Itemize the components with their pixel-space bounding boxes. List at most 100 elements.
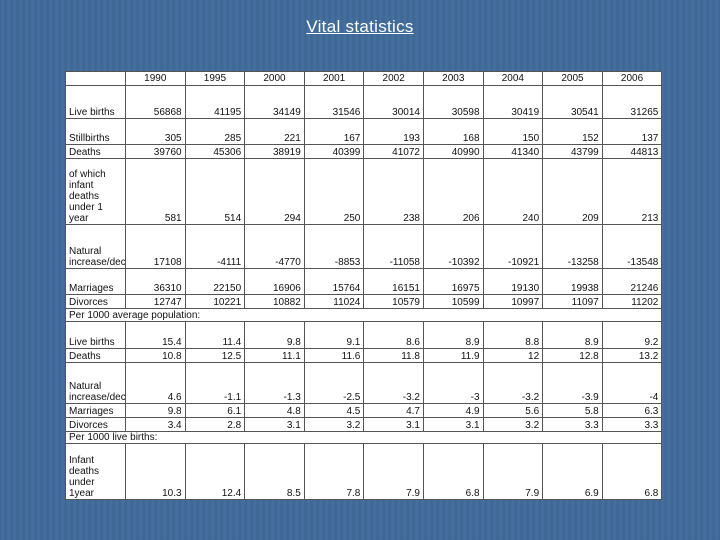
row-label: Deaths xyxy=(65,144,126,159)
table-cell: 41072 xyxy=(363,144,424,159)
table-cell: 11.8 xyxy=(363,348,424,363)
table-cell: 514 xyxy=(184,158,246,225)
row-label: Deaths xyxy=(65,348,126,363)
table-cell: 9.2 xyxy=(601,321,663,349)
section-header: Per 1000 average population: xyxy=(64,308,663,322)
slide-title: Vital statistics xyxy=(306,17,414,36)
section-header-row: Per 1000 average population: xyxy=(64,308,663,322)
table-cell: 11.6 xyxy=(303,348,365,363)
table-cell: 39760 xyxy=(125,144,186,159)
table-cell: -13548 xyxy=(601,224,663,269)
year-header: 2003 xyxy=(422,71,484,86)
table-cell: 22150 xyxy=(184,268,246,295)
vital-statistics-table: 1990 1995 2000 2001 2002 2003 2004 2005 … xyxy=(64,71,663,500)
table-cell: 13.2 xyxy=(601,348,663,363)
table-cell: 3.1 xyxy=(422,417,484,432)
row-label: Live births xyxy=(65,321,126,349)
table-cell: 250 xyxy=(303,158,365,225)
table-cell: 6.3 xyxy=(601,403,663,418)
section-header: Per 1000 live births: xyxy=(64,431,663,444)
table-cell: 41340 xyxy=(482,144,544,159)
table-cell: -2.5 xyxy=(303,362,365,404)
year-header: 2000 xyxy=(244,71,305,86)
table-cell: 137 xyxy=(601,118,663,145)
table-cell: 15764 xyxy=(303,268,365,295)
table-cell: 7.9 xyxy=(482,443,544,500)
section-header-row: Per 1000 live births: xyxy=(64,431,663,444)
table-cell: 34149 xyxy=(244,85,305,119)
table-cell: 10.3 xyxy=(125,443,186,500)
table-cell: 10997 xyxy=(482,294,544,309)
table-cell: 3.1 xyxy=(363,417,424,432)
year-header: 2002 xyxy=(363,71,424,86)
row-label: Natural increase/decrease¹ xyxy=(65,362,126,404)
table-cell: 8.5 xyxy=(244,443,305,500)
table-cell: 41195 xyxy=(184,85,246,119)
table-cell: 240 xyxy=(482,158,544,225)
table-cell: 30598 xyxy=(422,85,484,119)
table-row-rate-infant-deaths: Infant deaths under 1year 10.3 12.4 8.5 7.8 7… xyxy=(65,443,663,500)
table-cell: -10392 xyxy=(422,224,484,269)
table-cell: 31265 xyxy=(601,85,663,119)
year-header: 2004 xyxy=(482,71,544,86)
table-cell: -1.1 xyxy=(184,362,246,404)
table-cell: 12.5 xyxy=(184,348,246,363)
table-cell: 3.2 xyxy=(482,417,544,432)
table-cell: 12 xyxy=(482,348,544,363)
row-label: Marriages xyxy=(65,403,126,418)
table-cell: 238 xyxy=(363,158,424,225)
table-cell: 11.1 xyxy=(244,348,305,363)
table-cell: 44813 xyxy=(601,144,663,159)
row-label: Divorces xyxy=(65,417,126,432)
table-cell: 581 xyxy=(125,158,186,225)
table-cell: 4.6 xyxy=(125,362,186,404)
table-cell: 294 xyxy=(244,158,305,225)
table-cell: -10921 xyxy=(482,224,544,269)
table-cell: -3.2 xyxy=(363,362,424,404)
row-label: Stillbirths xyxy=(65,118,126,145)
table-cell: 10.8 xyxy=(125,348,186,363)
table-cell: 8.9 xyxy=(422,321,484,349)
table-cell: 38919 xyxy=(244,144,305,159)
table-cell: -4111 xyxy=(184,224,246,269)
table-cell: 3.2 xyxy=(303,417,365,432)
table-cell: -3.2 xyxy=(482,362,544,404)
table-cell: 40399 xyxy=(303,144,365,159)
table-cell: 150 xyxy=(482,118,544,145)
table-cell: 6.8 xyxy=(422,443,484,500)
table-cell: 19130 xyxy=(482,268,544,295)
table-cell: 10599 xyxy=(422,294,484,309)
table-cell: 11202 xyxy=(601,294,663,309)
table-cell: 3.1 xyxy=(244,417,305,432)
table-cell: 30541 xyxy=(542,85,603,119)
table-cell: 10882 xyxy=(244,294,305,309)
table-cell: 40990 xyxy=(422,144,484,159)
table-cell: 30014 xyxy=(363,85,424,119)
year-header-row: 1990 1995 2000 2001 2002 2003 2004 2005 … xyxy=(65,71,663,86)
year-header: 1990 xyxy=(125,71,186,86)
year-header: 2006 xyxy=(601,71,663,86)
row-label: of which infant deaths under 1 year xyxy=(65,158,126,225)
table-row-infant-deaths: of which infant deaths under 1 year 581 51… xyxy=(65,158,663,225)
table-cell: 4.5 xyxy=(303,403,365,418)
table-cell: 12747 xyxy=(125,294,186,309)
table-cell: -11058 xyxy=(363,224,424,269)
table-cell: 11.9 xyxy=(422,348,484,363)
table-cell: 11097 xyxy=(542,294,603,309)
table-cell: 10221 xyxy=(184,294,246,309)
table-row-natural-increase: Natural increase/decrease¹17108-4111-477… xyxy=(65,224,663,269)
table-cell: 45306 xyxy=(184,144,246,159)
row-label: Live births xyxy=(65,85,126,119)
table-row-rate-marriages: Marriages 9.8 6.1 4.8 4.5 4.7 4.9 5.6 5.8 6.3 xyxy=(65,403,663,418)
table-cell: 193 xyxy=(363,118,424,145)
table-cell: 15.4 xyxy=(125,321,186,349)
table-cell: -13258 xyxy=(542,224,603,269)
table-cell: 36310 xyxy=(125,268,186,295)
table-cell: 16975 xyxy=(422,268,484,295)
table-cell: 9.8 xyxy=(125,403,186,418)
table-cell: 43799 xyxy=(542,144,603,159)
table-cell: 7.9 xyxy=(363,443,424,500)
year-header: 1995 xyxy=(184,71,246,86)
table-cell: 3.3 xyxy=(542,417,603,432)
table-cell: 21246 xyxy=(601,268,663,295)
